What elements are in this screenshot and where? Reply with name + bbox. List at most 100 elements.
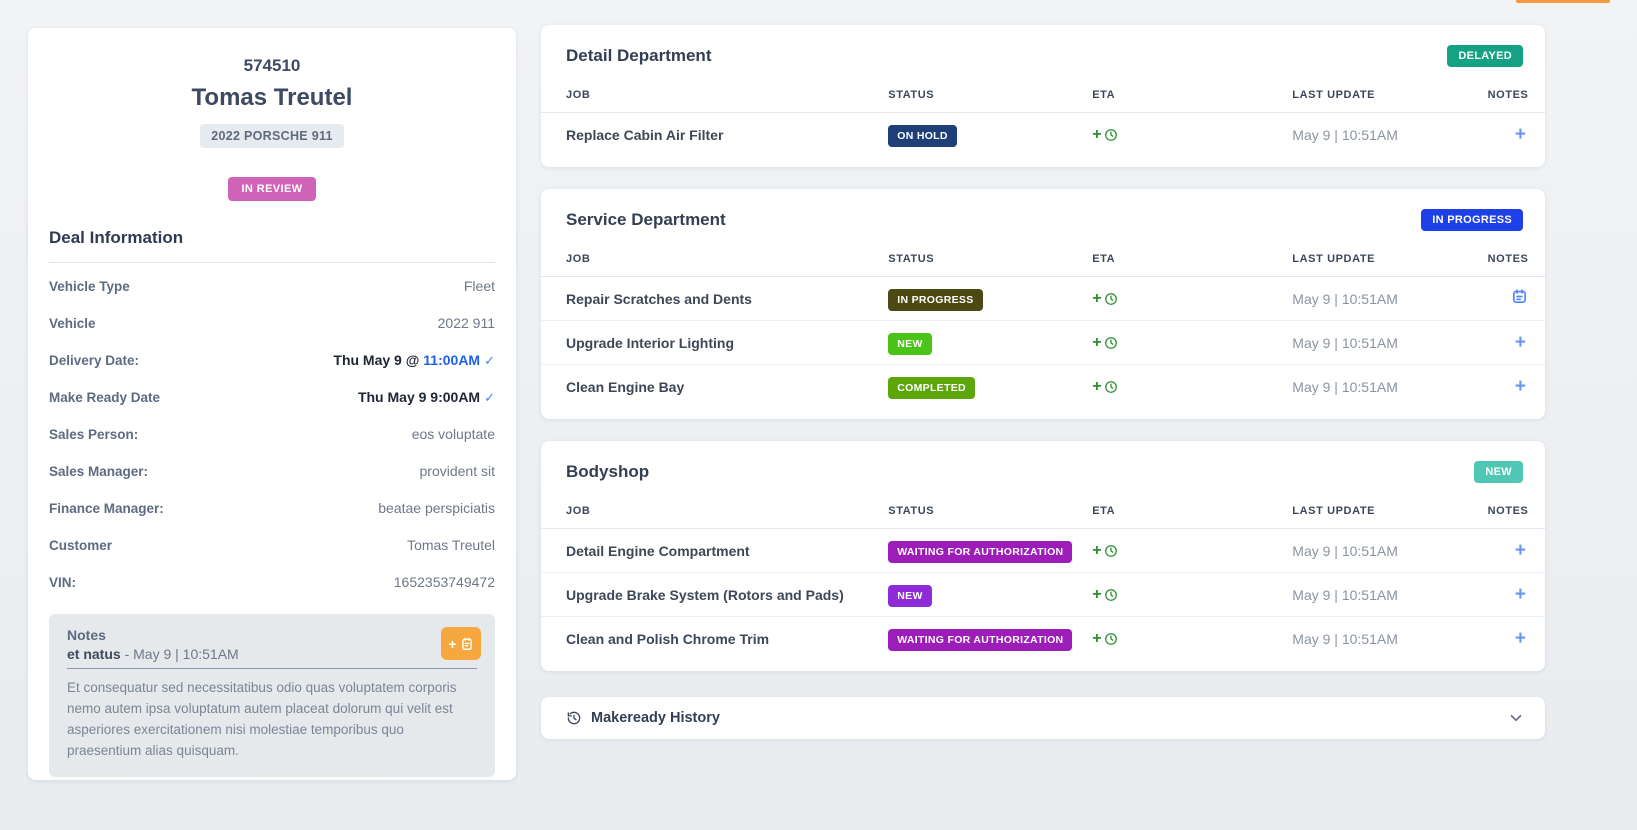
add-eta-button[interactable]: +: [1092, 379, 1117, 395]
last-update: May 9 | 10:51AM: [1292, 542, 1398, 559]
deal-field-row: Delivery Date: Thu May 9 @ 11:00AM ✓: [49, 342, 495, 379]
clock-icon: [1104, 381, 1117, 393]
status-badge[interactable]: NEW: [888, 584, 932, 607]
deal-field-row: VIN: 1652353749472: [49, 564, 495, 601]
add-eta-button[interactable]: +: [1092, 289, 1117, 307]
add-eta-button[interactable]: +: [1092, 631, 1117, 647]
field-label: Finance Manager:: [49, 501, 164, 516]
field-label: Sales Manager:: [49, 464, 149, 479]
status-badge[interactable]: NEW: [888, 332, 932, 355]
note-clipboard-icon: [1512, 288, 1527, 303]
table-row: Detail Engine Compartment WAITING FOR AU…: [541, 529, 1545, 573]
notes-timestamp: - May 9 | 10:51AM: [124, 646, 239, 662]
field-value: beatae perspiciatis: [378, 499, 495, 516]
status-badge[interactable]: ON HOLD: [888, 125, 957, 147]
field-label: Vehicle Type: [49, 279, 130, 294]
add-note-button[interactable]: +: [1514, 539, 1526, 561]
plus-icon: +: [1092, 289, 1102, 307]
add-note-button[interactable]: +: [1514, 124, 1526, 145]
department-panel: Bodyshop NEW JOB STATUS ETA LAST UPDATE NOTE…: [541, 441, 1545, 671]
check-icon: ✓: [484, 352, 495, 368]
status-badge[interactable]: WAITING FOR AUTHORIZATION: [888, 540, 1073, 563]
field-label: Make Ready Date: [49, 390, 161, 405]
last-update: May 9 | 10:51AM: [1292, 379, 1398, 395]
panel-title: Bodyshop: [566, 462, 650, 481]
deal-field-row: Make Ready Date Thu May 9 9:00AM ✓: [49, 379, 495, 416]
panel-title: Service Department: [566, 210, 726, 229]
field-value: 2022 911: [437, 314, 495, 331]
plus-icon: +: [1092, 585, 1102, 603]
table-row: Replace Cabin Air Filter ON HOLD + May 9…: [541, 113, 1545, 157]
field-value: 1652353749472: [393, 573, 495, 590]
field-value: eos voluptate: [411, 425, 495, 442]
department-status-badge: IN PROGRESS: [1421, 209, 1523, 231]
add-eta-button[interactable]: +: [1092, 541, 1117, 559]
column-header: LAST UPDATE: [1292, 89, 1376, 101]
status-badge[interactable]: COMPLETED: [888, 377, 975, 399]
column-header: JOB: [566, 505, 591, 517]
status-badge[interactable]: IN PROGRESS: [888, 288, 983, 311]
table-row: Upgrade Brake System (Rotors and Pads) N…: [541, 573, 1545, 617]
notes-meta: et natus - May 9 | 10:51AM: [67, 646, 477, 669]
field-value-strong: Thu May 9 @: [333, 351, 424, 368]
add-eta-button[interactable]: +: [1092, 127, 1117, 143]
note-attached-button[interactable]: [1511, 288, 1528, 308]
add-note-button[interactable]: +: [1514, 583, 1526, 605]
eta-cell: +: [1092, 586, 1292, 604]
notes-author: et natus: [67, 646, 121, 662]
vehicle-chip: 2022 PORSCHE 911: [200, 124, 344, 148]
clock-icon: [1104, 129, 1117, 141]
column-header: JOB: [566, 253, 591, 265]
column-header: STATUS: [888, 89, 935, 101]
field-label: Delivery Date:: [49, 353, 140, 368]
table-header: JOB STATUS ETA LAST UPDATE NOTES: [541, 73, 1545, 113]
notes-box: Notes et natus - May 9 | 10:51AM Et cons…: [49, 614, 495, 777]
field-value: provident sit: [419, 462, 495, 479]
plus-icon: +: [1092, 378, 1102, 395]
department-status-badge: NEW: [1474, 461, 1523, 483]
column-header: LAST UPDATE: [1292, 505, 1376, 517]
job-name: Detail Engine Compartment: [566, 542, 750, 559]
table-row: Repair Scratches and Dents IN PROGRESS +…: [541, 277, 1545, 321]
column-header: STATUS: [888, 253, 935, 265]
add-note-button[interactable]: +: [441, 627, 481, 660]
field-value: Fleet: [463, 277, 495, 294]
eta-cell: +: [1092, 290, 1292, 308]
eta-cell: +: [1092, 334, 1292, 352]
plus-icon: +: [1092, 126, 1102, 143]
last-update: May 9 | 10:51AM: [1292, 586, 1398, 603]
plus-icon: +: [1092, 541, 1102, 559]
deal-card: 574510 Tomas Treutel 2022 PORSCHE 911 IN…: [28, 28, 516, 780]
field-value-strong: Thu May 9 9:00AM: [357, 388, 481, 405]
field-value: Tomas Treutel: [407, 536, 495, 553]
add-note-button[interactable]: +: [1514, 628, 1526, 649]
field-value-link[interactable]: 11:00AM: [423, 351, 481, 368]
top-edge-accent: [1516, 0, 1610, 3]
table-row: Clean Engine Bay COMPLETED + May 9 | 10:…: [541, 365, 1545, 409]
last-update: May 9 | 10:51AM: [1292, 334, 1398, 351]
add-note-button[interactable]: +: [1514, 376, 1526, 397]
notes-cell: [1488, 288, 1528, 310]
add-eta-button[interactable]: +: [1092, 585, 1117, 603]
job-name: Clean and Polish Chrome Trim: [566, 631, 770, 647]
deal-status-badge: IN REVIEW: [228, 177, 316, 201]
clock-icon: [1104, 292, 1117, 305]
column-header: ETA: [1092, 89, 1116, 101]
add-eta-button[interactable]: +: [1092, 334, 1117, 351]
add-note-button[interactable]: +: [1514, 331, 1526, 353]
status-badge[interactable]: WAITING FOR AUTHORIZATION: [888, 629, 1073, 651]
deal-field-row: Vehicle 2022 911: [49, 305, 495, 342]
table-header: JOB STATUS ETA LAST UPDATE NOTES: [541, 489, 1545, 529]
notes-body: Et consequatur sed necessitatibus odio q…: [67, 680, 457, 758]
makeready-history-bar[interactable]: Makeready History: [541, 697, 1545, 739]
deal-field-row: Vehicle Type Fleet: [49, 268, 495, 305]
job-name: Upgrade Interior Lighting: [566, 334, 734, 351]
field-label: VIN:: [49, 575, 76, 590]
table-header: JOB STATUS ETA LAST UPDATE NOTES: [541, 237, 1545, 277]
deal-information-title: Deal Information: [49, 228, 495, 263]
deal-field-row: Customer Tomas Treutel: [49, 527, 495, 564]
column-header: JOB: [566, 89, 591, 101]
chevron-down-icon[interactable]: [1507, 709, 1525, 727]
deal-field-row: Finance Manager: beatae perspiciatis: [49, 490, 495, 527]
clock-icon: [1104, 633, 1117, 645]
